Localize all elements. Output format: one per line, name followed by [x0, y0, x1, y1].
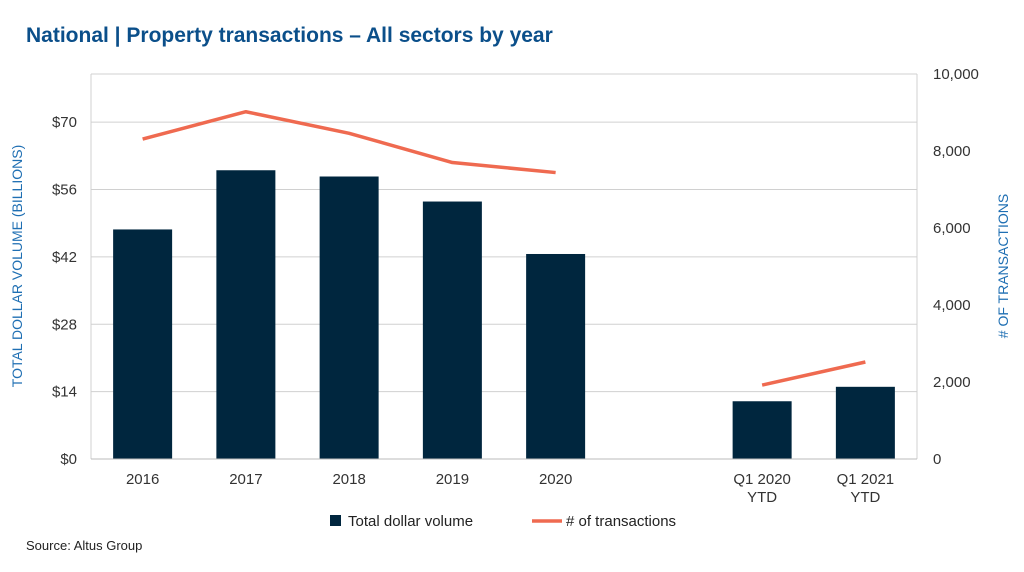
y-tick-label: $0: [60, 451, 77, 468]
y-tick-label: $28: [52, 316, 77, 333]
x-tick-label: 2016: [126, 471, 159, 488]
x-tick-label: YTD: [747, 489, 777, 506]
y-tick-label: $42: [52, 249, 77, 266]
bar-q1-2021-ytd: [835, 386, 895, 459]
y-tick-label: $56: [52, 182, 77, 199]
x-tick-label: Q1 2021: [837, 471, 895, 488]
legend-label-bar: Total dollar volume: [348, 513, 473, 530]
y2-tick-label: 2,000: [933, 374, 971, 391]
x-tick-label: 2019: [436, 471, 469, 488]
x-tick-label: 2020: [539, 471, 572, 488]
bar-2018: [319, 176, 379, 459]
x-tick-label: YTD: [850, 489, 880, 506]
bar-q1-2020-ytd: [732, 401, 792, 459]
x-tick-label: 2018: [332, 471, 365, 488]
y-axis-label: TOTAL DOLLAR VOLUME (BILLIONS): [9, 145, 25, 387]
y2-axis-label: # OF TRANSACTIONS: [995, 194, 1011, 338]
bar-2016: [113, 229, 173, 459]
y-tick-label: $70: [52, 114, 77, 131]
y2-tick-label: 4,000: [933, 297, 971, 314]
bar-2019: [422, 201, 482, 459]
x-tick-label: 2017: [229, 471, 262, 488]
y2-tick-label: 10,000: [933, 66, 979, 83]
y2-tick-label: 8,000: [933, 143, 971, 160]
x-tick-label: Q1 2020: [733, 471, 791, 488]
y2-tick-label: 0: [933, 451, 941, 468]
chart-title: National | Property transactions – All s…: [26, 24, 553, 47]
bar-2020: [526, 253, 586, 459]
bar-2017: [216, 170, 276, 459]
y2-tick-label: 6,000: [933, 220, 971, 237]
transactions-line: [142, 109, 556, 175]
legend-label-line: # of transactions: [566, 513, 676, 530]
y-tick-label: $14: [52, 384, 77, 401]
source-note: Source: Altus Group: [26, 538, 143, 553]
transactions-line: [761, 360, 866, 387]
legend-swatch-bar: [330, 515, 341, 526]
